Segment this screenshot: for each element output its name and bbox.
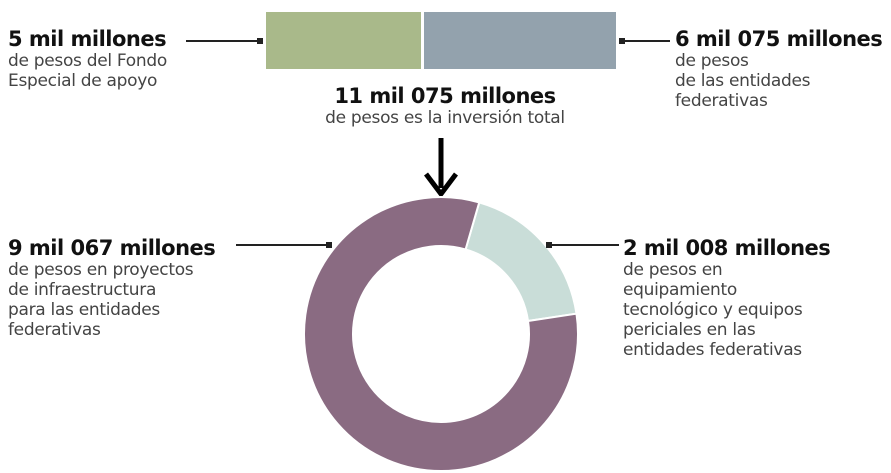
label-entidades-title: 6 mil 075 millones [675, 27, 883, 51]
label-entidades-line-3: federativas [675, 91, 768, 111]
label-entidades-line-2: de las entidades [675, 71, 811, 91]
label-equip: 2 mil 008 millones de pesos en equipamie… [623, 236, 831, 360]
label-total-line-1: de pesos es la inversión total [325, 108, 565, 128]
label-fondo-line-1: de pesos del Fondo [8, 51, 167, 71]
label-entidades-line-1: de pesos [675, 51, 749, 71]
label-equip-line-1: de pesos en [623, 260, 723, 280]
leader-dot-infra [326, 242, 332, 248]
leader-line-fondo [186, 40, 260, 42]
label-equip-line-2: equipamiento [623, 280, 737, 300]
label-infra-line-2: de infraestructura [8, 280, 157, 300]
bar-segment-entidades [424, 12, 616, 69]
leader-line-entidades [622, 40, 670, 42]
donut-slice-equip [464, 201, 578, 323]
label-total: 11 mil 075 millones de pesos es la inver… [260, 84, 630, 128]
label-total-title: 11 mil 075 millones [334, 84, 556, 108]
label-entidades: 6 mil 075 millones de pesos de las entid… [675, 27, 883, 111]
bar-segment-fondo [266, 12, 421, 69]
label-infra-line-4: federativas [8, 320, 101, 340]
label-equip-line-5: entidades federativas [623, 340, 802, 360]
donut-slice-infra [303, 196, 579, 472]
label-infra: 9 mil 067 millones de pesos en proyectos… [8, 236, 216, 340]
label-infra-title: 9 mil 067 millones [8, 236, 216, 260]
leader-line-infra [236, 244, 328, 246]
label-fondo-line-2: Especial de apoyo [8, 71, 158, 91]
label-equip-line-3: tecnológico y equipos [623, 300, 803, 320]
leader-dot-fondo [257, 38, 263, 44]
label-equip-line-4: periciales en las [623, 320, 756, 340]
label-fondo: 5 mil millones de pesos del Fondo Especi… [8, 27, 167, 91]
label-equip-title: 2 mil 008 millones [623, 236, 831, 260]
label-infra-line-1: de pesos en proyectos [8, 260, 194, 280]
label-fondo-title: 5 mil millones [8, 27, 167, 51]
leader-line-equip [549, 244, 619, 246]
label-infra-line-3: para las entidades [8, 300, 160, 320]
down-arrow-icon [424, 138, 458, 199]
